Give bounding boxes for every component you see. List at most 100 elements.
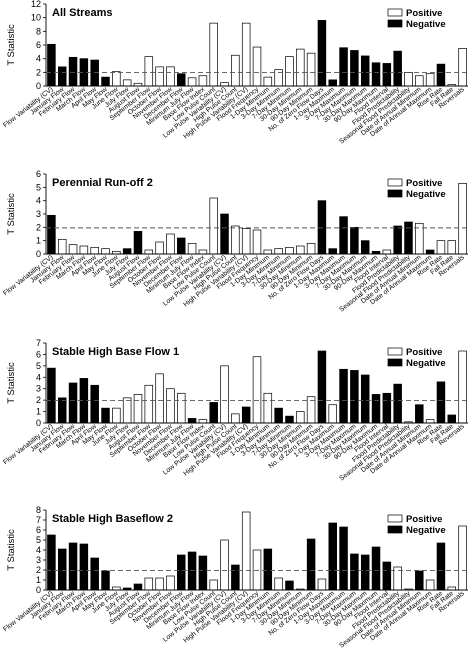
y-tick-label: 5 <box>36 182 41 192</box>
bar-positive <box>177 392 186 424</box>
bar-positive <box>252 356 262 424</box>
legend-label-negative: Negative <box>406 358 446 369</box>
bar-positive <box>263 392 273 424</box>
bar-negative <box>68 382 78 424</box>
bar-negative <box>79 543 89 591</box>
bar-negative <box>328 522 337 591</box>
y-tick-label: 8 <box>36 505 41 515</box>
bar-negative <box>101 407 110 424</box>
bar-positive <box>155 373 164 424</box>
bar-negative <box>360 55 370 87</box>
legend-swatch-positive <box>387 514 403 523</box>
bar-positive <box>144 577 154 591</box>
legend-label-negative: Negative <box>406 19 446 30</box>
bar-positive <box>306 242 316 255</box>
bar-positive <box>296 411 305 424</box>
bar-positive <box>209 22 218 87</box>
bar-negative <box>285 415 294 424</box>
bar-positive <box>252 46 262 87</box>
legend-swatch-negative <box>387 358 403 367</box>
bar-negative <box>241 406 251 424</box>
y-tick-label: 3 <box>36 209 41 219</box>
bar-negative <box>393 50 402 87</box>
y-tick-label: 7 <box>36 338 41 348</box>
bar-positive <box>274 577 283 591</box>
y-tick-label: 6 <box>36 349 41 359</box>
y-tick-label: 1 <box>36 575 41 585</box>
bar-positive <box>328 404 337 424</box>
bar-negative <box>382 392 392 424</box>
bar-negative <box>436 542 446 591</box>
bar-positive <box>166 388 175 424</box>
y-tick-label: 7 <box>36 515 41 525</box>
bar-negative <box>274 407 283 424</box>
bar-positive <box>241 22 251 87</box>
y-tick-label: 4 <box>36 54 41 64</box>
chart-title: Stable High Baseflow 2 <box>52 513 173 525</box>
y-tick-label: 4 <box>36 372 41 382</box>
bar-positive <box>122 79 132 87</box>
bar-positive <box>425 419 435 424</box>
y-tick-label: 10 <box>31 13 41 23</box>
bar-negative <box>328 248 337 255</box>
bar-positive <box>133 394 143 424</box>
bar-negative <box>382 63 392 87</box>
bar-negative <box>350 553 359 591</box>
bar-negative <box>101 76 110 87</box>
bar-positive <box>166 66 175 87</box>
bar-positive <box>231 413 240 424</box>
chart-title: All Streams <box>52 7 113 19</box>
bar-negative <box>317 350 327 424</box>
bar-positive <box>415 75 424 87</box>
y-axis-label: T Statistic <box>6 529 17 571</box>
bar-negative <box>68 542 78 591</box>
bar-positive <box>306 52 316 87</box>
bar-positive <box>241 228 251 255</box>
y-tick-label: 5 <box>36 361 41 371</box>
legend-label-negative: Negative <box>406 525 446 536</box>
bar-positive <box>68 244 78 255</box>
bar-positive <box>317 578 327 591</box>
bar-negative <box>371 546 381 591</box>
bar-positive <box>112 407 121 424</box>
bar-negative <box>133 230 143 255</box>
y-axis-label: T Statistic <box>6 193 17 235</box>
bar-positive <box>112 71 121 87</box>
y-tick-label: 4 <box>36 545 41 555</box>
bar-negative <box>328 79 337 87</box>
bar-positive <box>285 56 294 87</box>
bar-negative <box>425 249 435 255</box>
bar-positive <box>231 225 240 255</box>
bar-positive <box>166 575 175 591</box>
y-tick-label: 3 <box>36 555 41 565</box>
bar-positive <box>101 248 110 255</box>
bar-positive <box>425 579 435 591</box>
bar-positive <box>144 56 154 87</box>
bar-positive <box>296 245 305 255</box>
bar-positive <box>198 249 208 255</box>
legend-swatch-negative <box>387 525 403 534</box>
bar-negative <box>57 548 67 591</box>
bar-negative <box>47 43 56 87</box>
bar-negative <box>393 225 402 255</box>
bar-positive <box>187 77 197 87</box>
bar-negative <box>317 20 327 87</box>
bar-negative <box>404 221 413 255</box>
bar-positive <box>187 242 197 255</box>
y-tick-label: 6 <box>36 40 41 50</box>
bar-negative <box>187 551 197 591</box>
bar-positive <box>209 197 218 255</box>
bar-negative <box>57 397 67 424</box>
y-tick-label: 0 <box>36 249 41 259</box>
bar-positive <box>458 48 467 87</box>
y-tick-label: 6 <box>36 525 41 535</box>
y-tick-label: 0 <box>36 418 41 428</box>
bar-negative <box>68 56 78 87</box>
bar-negative <box>339 216 348 255</box>
bar-negative <box>306 538 316 591</box>
legend-swatch-negative <box>387 19 403 28</box>
bar-positive <box>209 579 218 591</box>
bar-negative <box>350 226 359 255</box>
legend-label-positive: Positive <box>406 347 442 358</box>
